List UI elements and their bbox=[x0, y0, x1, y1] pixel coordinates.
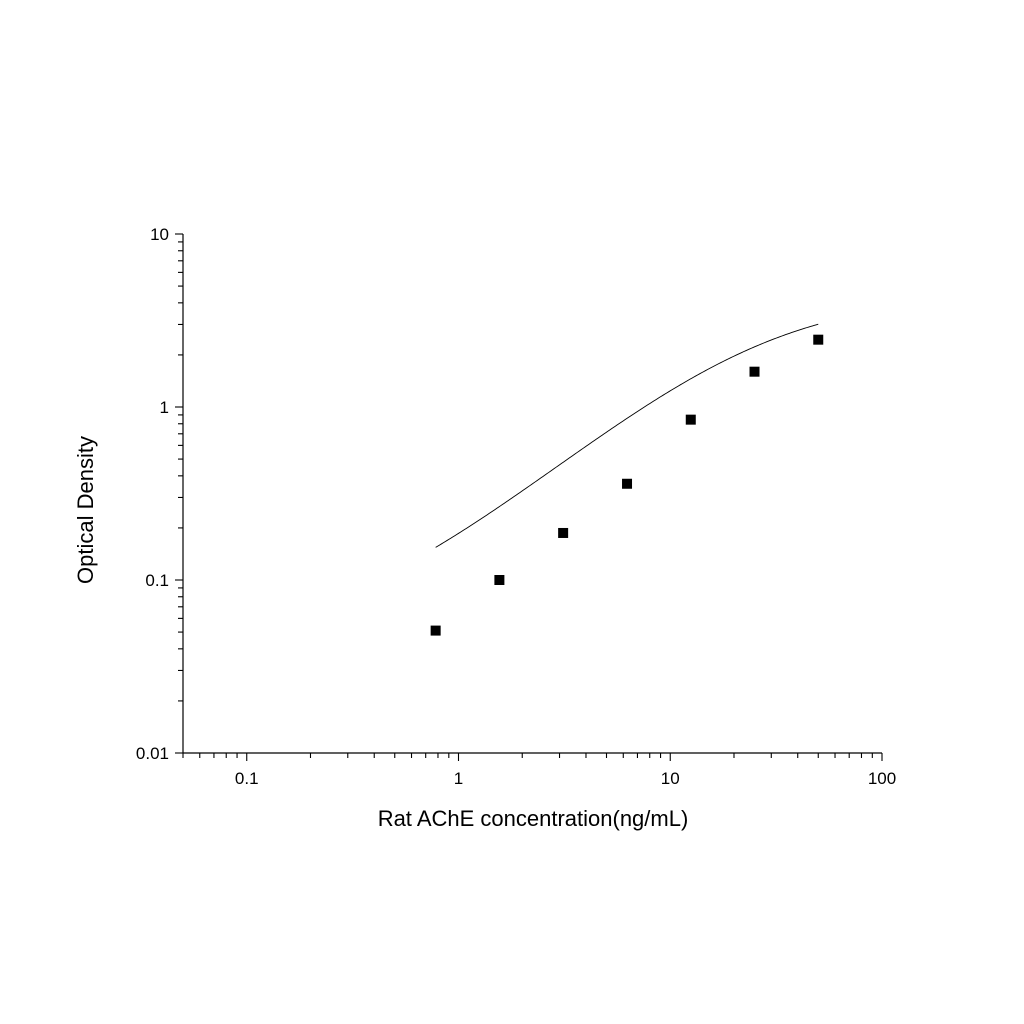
y-axis-title: Optical Density bbox=[73, 436, 98, 584]
data-point bbox=[749, 366, 760, 377]
data-point bbox=[685, 414, 696, 425]
x-ticks bbox=[182, 753, 883, 761]
x-tick-label: 1 bbox=[454, 769, 463, 788]
plot-area: 0.1 1 10 100 0.01 0.1 1 10 bbox=[136, 225, 896, 788]
data-point bbox=[558, 527, 569, 538]
data-point bbox=[494, 575, 505, 585]
x-tick-labels: 0.1 1 10 100 bbox=[235, 769, 896, 788]
fit-curve bbox=[435, 323, 819, 548]
x-tick-label: 0.1 bbox=[235, 769, 259, 788]
y-tick-labels: 0.01 0.1 1 10 bbox=[136, 225, 169, 763]
x-tick-label: 100 bbox=[868, 769, 896, 788]
x-axis-title: Rat AChE concentration(ng/mL) bbox=[378, 806, 689, 831]
y-tick-label: 0.1 bbox=[145, 571, 169, 590]
y-tick-label: 10 bbox=[150, 225, 169, 244]
data-point bbox=[813, 334, 824, 345]
data-point bbox=[622, 478, 633, 489]
y-tick-label: 0.01 bbox=[136, 744, 169, 763]
y-tick-label: 1 bbox=[160, 398, 169, 417]
y-ticks bbox=[175, 233, 183, 754]
data-point bbox=[430, 625, 441, 636]
data-points bbox=[430, 334, 824, 636]
x-tick-label: 10 bbox=[661, 769, 680, 788]
